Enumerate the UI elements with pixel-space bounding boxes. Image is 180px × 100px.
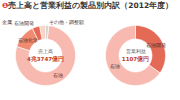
svg-text:その他・調整額: その他・調整額 [49, 19, 84, 25]
svg-text:石油: 石油 [110, 63, 120, 69]
svg-text:石油開発: 石油開発 [14, 20, 34, 26]
svg-text:金属: 金属 [2, 19, 12, 25]
svg-text:石油開発: 石油開発 [146, 42, 166, 48]
svg-text:石油: 石油 [53, 72, 63, 78]
svg-text:1107億円: 1107億円 [122, 55, 149, 62]
svg-text:石油化学: 石油化学 [18, 37, 38, 43]
svg-text:売上高: 売上高 [38, 48, 53, 54]
html-text:❶売上高と営業利益の製品別内訳（2012年度）: ❶売上高と営業利益の製品別内訳（2012年度） [2, 1, 174, 10]
svg-text:営業利益: 営業利益 [126, 48, 146, 54]
svg-text:4兆3747億円: 4兆3747億円 [27, 55, 64, 62]
